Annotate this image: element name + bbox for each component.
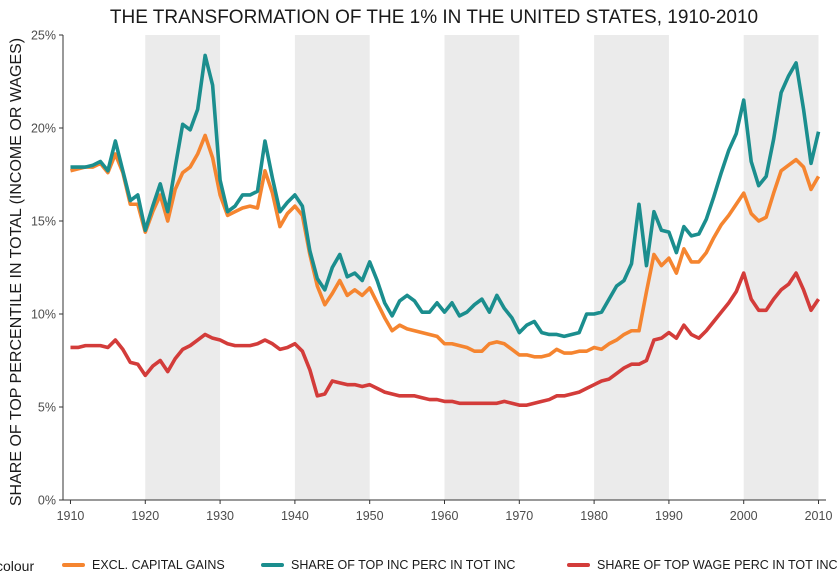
- decade-band: [145, 35, 221, 500]
- y-tick-label: 15%: [31, 215, 56, 229]
- x-tick-label: 1940: [281, 509, 309, 523]
- y-axis-label: SHARE OF TOP PERCENTILE IN TOTAL (INCOME…: [8, 38, 25, 506]
- x-tick-label: 2000: [730, 509, 758, 523]
- x-tick-label: 1990: [655, 509, 683, 523]
- y-tick-label: 5%: [38, 401, 56, 415]
- y-axis-ticks: 0% 5% 10% 15% 20% 25%: [31, 29, 63, 508]
- legend-key-swatch: [62, 563, 85, 567]
- x-tick-label: 1910: [57, 509, 85, 523]
- legend-key-swatch: [567, 563, 590, 567]
- y-tick-label: 10%: [31, 308, 56, 322]
- series-line-1: [70, 53, 821, 339]
- series-line-2: [70, 271, 821, 407]
- decade-band: [743, 35, 819, 500]
- x-tick-label: 1950: [356, 509, 384, 523]
- y-tick-label: 25%: [31, 29, 56, 43]
- legend-label: SHARE OF TOP WAGE PERC IN TOT INC: [597, 558, 838, 572]
- x-axis-ticks: 1910 1920 1930 1940 1950 1960 1970 1980 1990 2000…: [57, 500, 833, 523]
- legend-title: colour: [0, 558, 35, 574]
- series-line-0: [70, 133, 821, 359]
- x-tick-label: 1920: [131, 509, 159, 523]
- decade-band: [444, 35, 520, 500]
- x-tick-label: 2010: [805, 509, 833, 523]
- legend-label: SHARE OF TOP INC PERC IN TOT INC: [291, 558, 516, 572]
- y-tick-label: 20%: [31, 122, 56, 136]
- decade-shading: [145, 35, 819, 500]
- series-lines: [70, 53, 821, 407]
- legend-key-swatch: [261, 563, 284, 567]
- x-tick-label: 1980: [580, 509, 608, 523]
- x-tick-label: 1930: [206, 509, 234, 523]
- chart-title: THE TRANSFORMATION OF THE 1% IN THE UNIT…: [110, 7, 758, 28]
- x-tick-label: 1960: [431, 509, 459, 523]
- legend: colour EXCL. CAPITAL GAINS SHARE OF TOP …: [0, 550, 839, 579]
- x-tick-label: 1970: [505, 509, 533, 523]
- legend-label: EXCL. CAPITAL GAINS: [92, 558, 225, 572]
- y-tick-label: 0%: [38, 494, 56, 508]
